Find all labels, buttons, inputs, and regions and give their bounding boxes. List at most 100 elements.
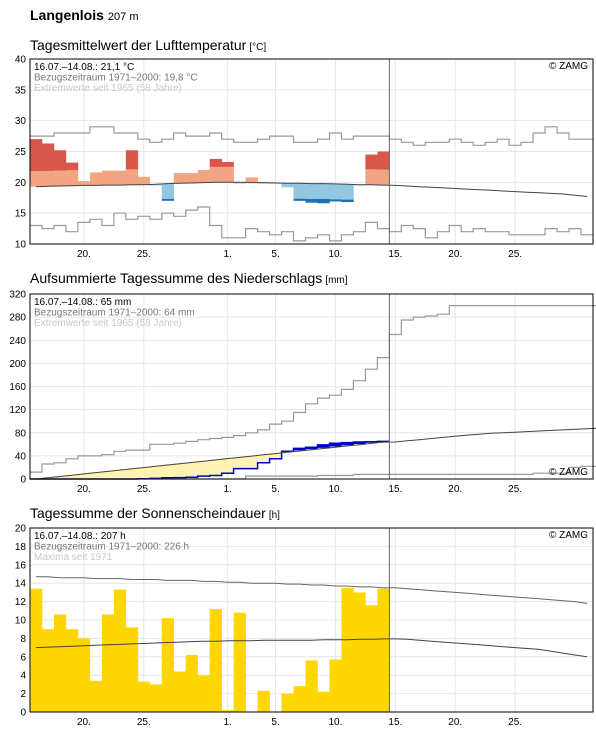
x-tick-label: 25. <box>137 717 151 728</box>
temperature-bar <box>53 150 67 171</box>
sunshine-panel-title: Tagessumme der Sonnenscheindauer [h] <box>30 505 280 521</box>
precipitation-title-text: Aufsummierte Tagessumme des Niederschlag… <box>30 270 323 286</box>
y-tick-label: 10 <box>15 616 27 627</box>
temperature-bar <box>185 173 199 183</box>
temperature-bar <box>317 198 330 204</box>
x-tick-label: 15. <box>388 484 402 495</box>
y-tick-label: 120 <box>9 405 26 416</box>
precipitation-surplus-bar <box>305 447 318 450</box>
temperature-unit: [°C] <box>249 42 267 53</box>
sunshine-bar <box>281 693 294 712</box>
y-tick-label: 20 <box>15 524 27 535</box>
sunshine-bar <box>41 629 55 712</box>
normal-line <box>35 181 588 197</box>
temperature-bar <box>341 184 354 200</box>
temperature-bar <box>30 171 43 187</box>
x-tick-label: 10. <box>329 717 343 728</box>
precipitation-panel-title: Aufsummierte Tagessumme des Niederschlag… <box>30 270 348 286</box>
temperature-bar <box>125 169 139 185</box>
temperature-bar <box>245 177 258 183</box>
info-reference: Bezugszeitraum 1971–2000: 19,8 °C <box>34 73 198 84</box>
y-tick-label: 280 <box>9 313 26 324</box>
y-tick-label: 15 <box>15 209 27 220</box>
temperature-bar <box>317 183 330 199</box>
x-tick-label: 10. <box>329 249 343 260</box>
y-tick-label: 6 <box>20 652 26 663</box>
x-tick-label: 1. <box>223 717 231 728</box>
x-tick-label: 5. <box>271 249 279 260</box>
temperature-bar <box>149 184 163 186</box>
precipitation-deficit-bar <box>197 460 210 477</box>
precipitation-deficit-bar <box>185 461 199 478</box>
sunshine-bar <box>101 614 115 712</box>
y-tick-label: 40 <box>15 55 27 66</box>
copyright-label: © ZAMG <box>549 61 588 72</box>
info-reference: Bezugszeitraum 1971–2000: 64 mm <box>34 308 195 319</box>
y-tick-label: 14 <box>15 579 27 590</box>
info-extremes: Extremwerte seit 1965 (58 Jahre) <box>34 83 182 94</box>
station-title: Langenlois 207 m <box>30 7 138 23</box>
temperature-bar <box>377 169 390 186</box>
sunshine-bar <box>89 680 103 712</box>
sunshine-bar <box>305 660 318 712</box>
x-tick-label: 25. <box>137 484 151 495</box>
temperature-bar <box>341 199 354 203</box>
sunshine-bar <box>77 638 91 712</box>
temperature-bar <box>65 170 79 186</box>
precipitation-surplus-bar <box>341 442 354 446</box>
sunshine-bar <box>257 690 270 712</box>
precipitation-deficit-bar <box>209 459 222 476</box>
temperature-bar <box>221 166 234 183</box>
precipitation-deficit-bar <box>233 456 246 469</box>
precipitation-unit: [mm] <box>325 275 348 286</box>
temperature-bar <box>365 154 378 170</box>
maximum-line <box>30 126 593 146</box>
copyright-label: © ZAMG <box>549 467 588 478</box>
temperature-bar <box>161 198 175 201</box>
temperature-bar <box>209 166 222 183</box>
y-tick-label: 10 <box>15 240 27 251</box>
temperature-title-text: Tagesmittelwert der Lufttemperatur <box>30 37 247 53</box>
sunshine-bar <box>53 614 67 712</box>
normal-line <box>35 638 588 658</box>
sunshine-bar <box>317 691 330 712</box>
y-tick-label: 35 <box>15 85 27 96</box>
y-tick-label: 4 <box>20 671 26 682</box>
temperature-bar <box>281 183 294 188</box>
x-tick-label: 25. <box>508 249 522 260</box>
temperature-bar <box>53 170 67 187</box>
y-tick-label: 25 <box>15 147 27 158</box>
y-tick-label: 320 <box>9 290 26 301</box>
x-tick-label: 15. <box>388 717 402 728</box>
temperature-bar <box>377 151 390 170</box>
y-tick-label: 40 <box>15 451 27 462</box>
y-tick-label: 18 <box>15 542 27 553</box>
temperature-bar <box>30 139 43 172</box>
y-tick-label: 0 <box>20 475 26 486</box>
copyright-label: © ZAMG <box>549 530 588 541</box>
temperature-bar <box>101 170 115 186</box>
x-tick-label: 20. <box>448 484 462 495</box>
y-tick-label: 2 <box>20 689 26 700</box>
y-tick-label: 8 <box>20 634 26 645</box>
chart-panel-0: 10 15 20 25 30 35 40 20. 25. 1. 5. 10. 15. 20. 25. 16.0… <box>15 55 594 260</box>
y-tick-label: 16 <box>15 560 27 571</box>
x-tick-label: 20. <box>448 249 462 260</box>
y-tick-label: 160 <box>9 382 26 393</box>
info-current: 16.07.–14.08.: 65 mm <box>34 297 131 308</box>
precipitation-deficit-bar <box>53 475 67 479</box>
plot-frame <box>29 293 594 480</box>
precipitation-deficit-bar <box>89 472 103 479</box>
precipitation-deficit-bar <box>245 455 258 469</box>
sunshine-bar <box>209 608 222 712</box>
y-tick-label: 80 <box>15 428 27 439</box>
y-tick-label: 12 <box>15 597 27 608</box>
temperature-bar <box>41 170 55 187</box>
precipitation-surplus-bar <box>293 448 306 451</box>
x-tick-label: 20. <box>77 484 91 495</box>
station-name: Langenlois <box>30 7 104 23</box>
station-altitude: 207 m <box>107 11 139 23</box>
maxima-line <box>36 576 588 604</box>
chart-panel-1: 0 40 80 120 160 200 240 280 320 20. 25. 1. 5. 10. 15. 2… <box>9 290 596 495</box>
precipitation-deficit-bar <box>137 466 151 479</box>
